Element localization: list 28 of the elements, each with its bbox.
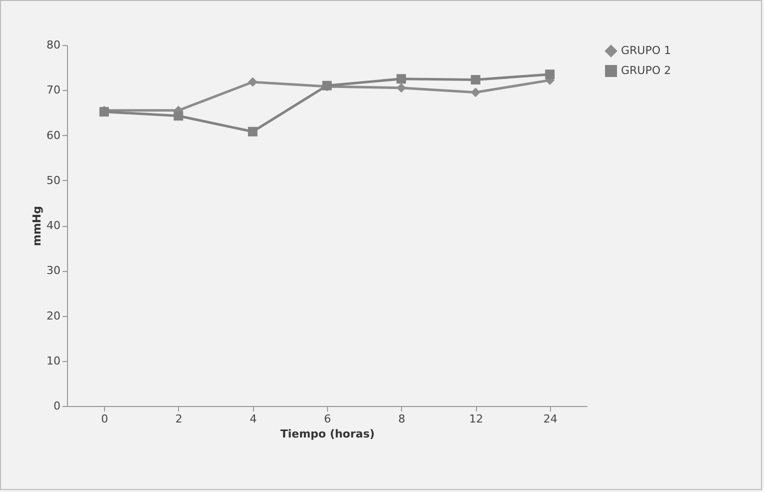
y-tick-label: 60 — [46, 128, 60, 142]
x-tick-label: 2 — [175, 412, 182, 426]
x-tick-label: 6 — [324, 412, 331, 426]
point — [248, 126, 258, 136]
x-tick-label: 0 — [101, 412, 108, 426]
legend-label: GRUPO 2 — [621, 64, 672, 77]
point — [396, 74, 406, 84]
point — [470, 75, 480, 84]
point — [470, 88, 480, 98]
x-tick-label: 12 — [469, 412, 484, 426]
y-tick-label: 80 — [46, 38, 60, 52]
y-tick-label: 10 — [46, 354, 60, 368]
y-axis-title: mmHg — [30, 206, 44, 246]
y-tick-label: 30 — [46, 264, 60, 278]
point — [174, 111, 184, 121]
y-tick-label: 0 — [54, 400, 60, 412]
x-tick-label: 24 — [543, 412, 558, 426]
point — [248, 77, 258, 87]
y-tick-label: 40 — [46, 219, 60, 232]
legend-label: GRUPO 1 — [621, 44, 672, 57]
x-tick-label: 4 — [250, 412, 257, 426]
y-tick-label: 70 — [46, 84, 60, 97]
y-tick-label: 20 — [46, 309, 60, 322]
y-tick-label: 50 — [46, 174, 60, 187]
point — [545, 70, 555, 80]
x-tick-label: 8 — [398, 412, 406, 426]
point — [396, 83, 406, 93]
x-axis-title: Tiempo (horas) — [280, 428, 375, 440]
